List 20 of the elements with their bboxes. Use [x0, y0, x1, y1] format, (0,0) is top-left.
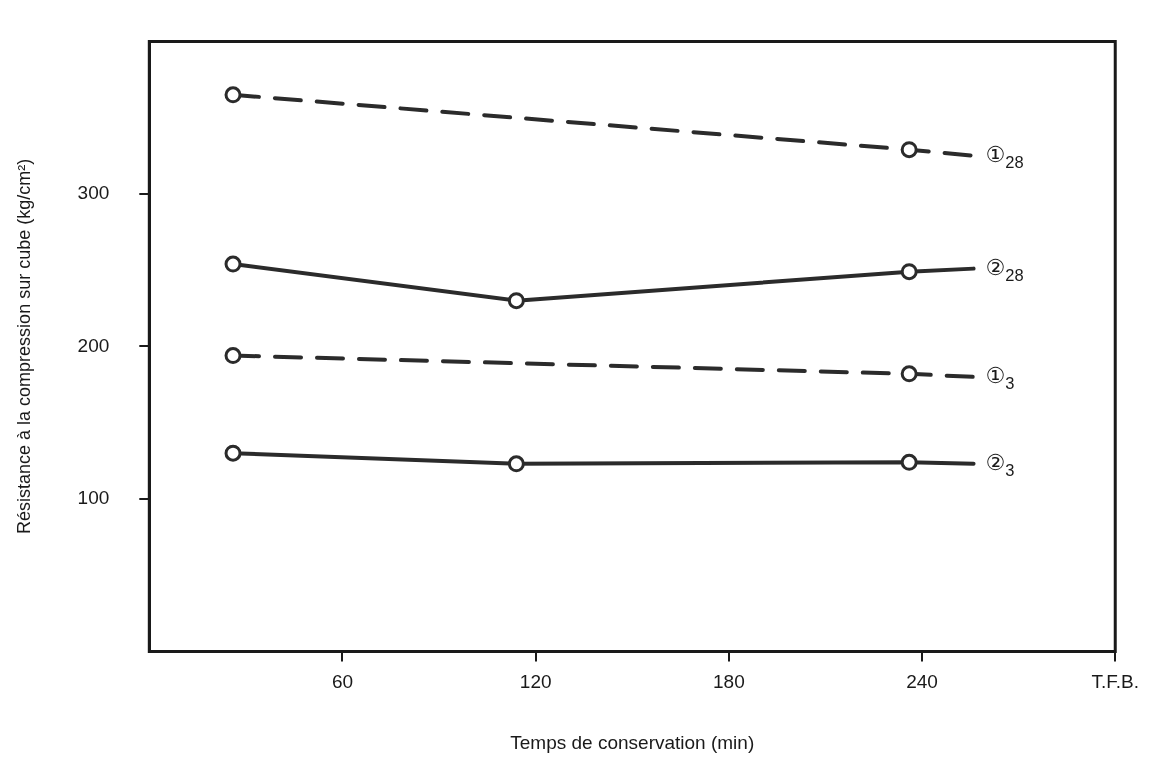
x-tick-label: 180: [713, 671, 745, 693]
x-tick-label: 60: [331, 671, 354, 693]
x-tick-label: 120: [519, 671, 552, 693]
point: [507, 292, 525, 310]
point: [900, 141, 918, 159]
point: [224, 86, 242, 104]
y-tick-label: 300: [77, 182, 110, 204]
y-tick-label: 100: [77, 487, 110, 509]
x-tick-label: 240: [906, 671, 938, 693]
point: [224, 444, 242, 462]
point: [507, 455, 525, 473]
x-axis-title: Temps de conservation (min): [510, 731, 755, 753]
y-axis-title: Résistance à la compression sur cube (kg/cm²): [13, 158, 34, 534]
point: [900, 365, 918, 383]
x-tick-label: T.F.B.: [1091, 671, 1139, 693]
point: [900, 453, 918, 471]
point: [224, 255, 242, 273]
point: [900, 263, 918, 281]
point: [224, 347, 242, 365]
y-tick-label: 200: [77, 334, 110, 356]
